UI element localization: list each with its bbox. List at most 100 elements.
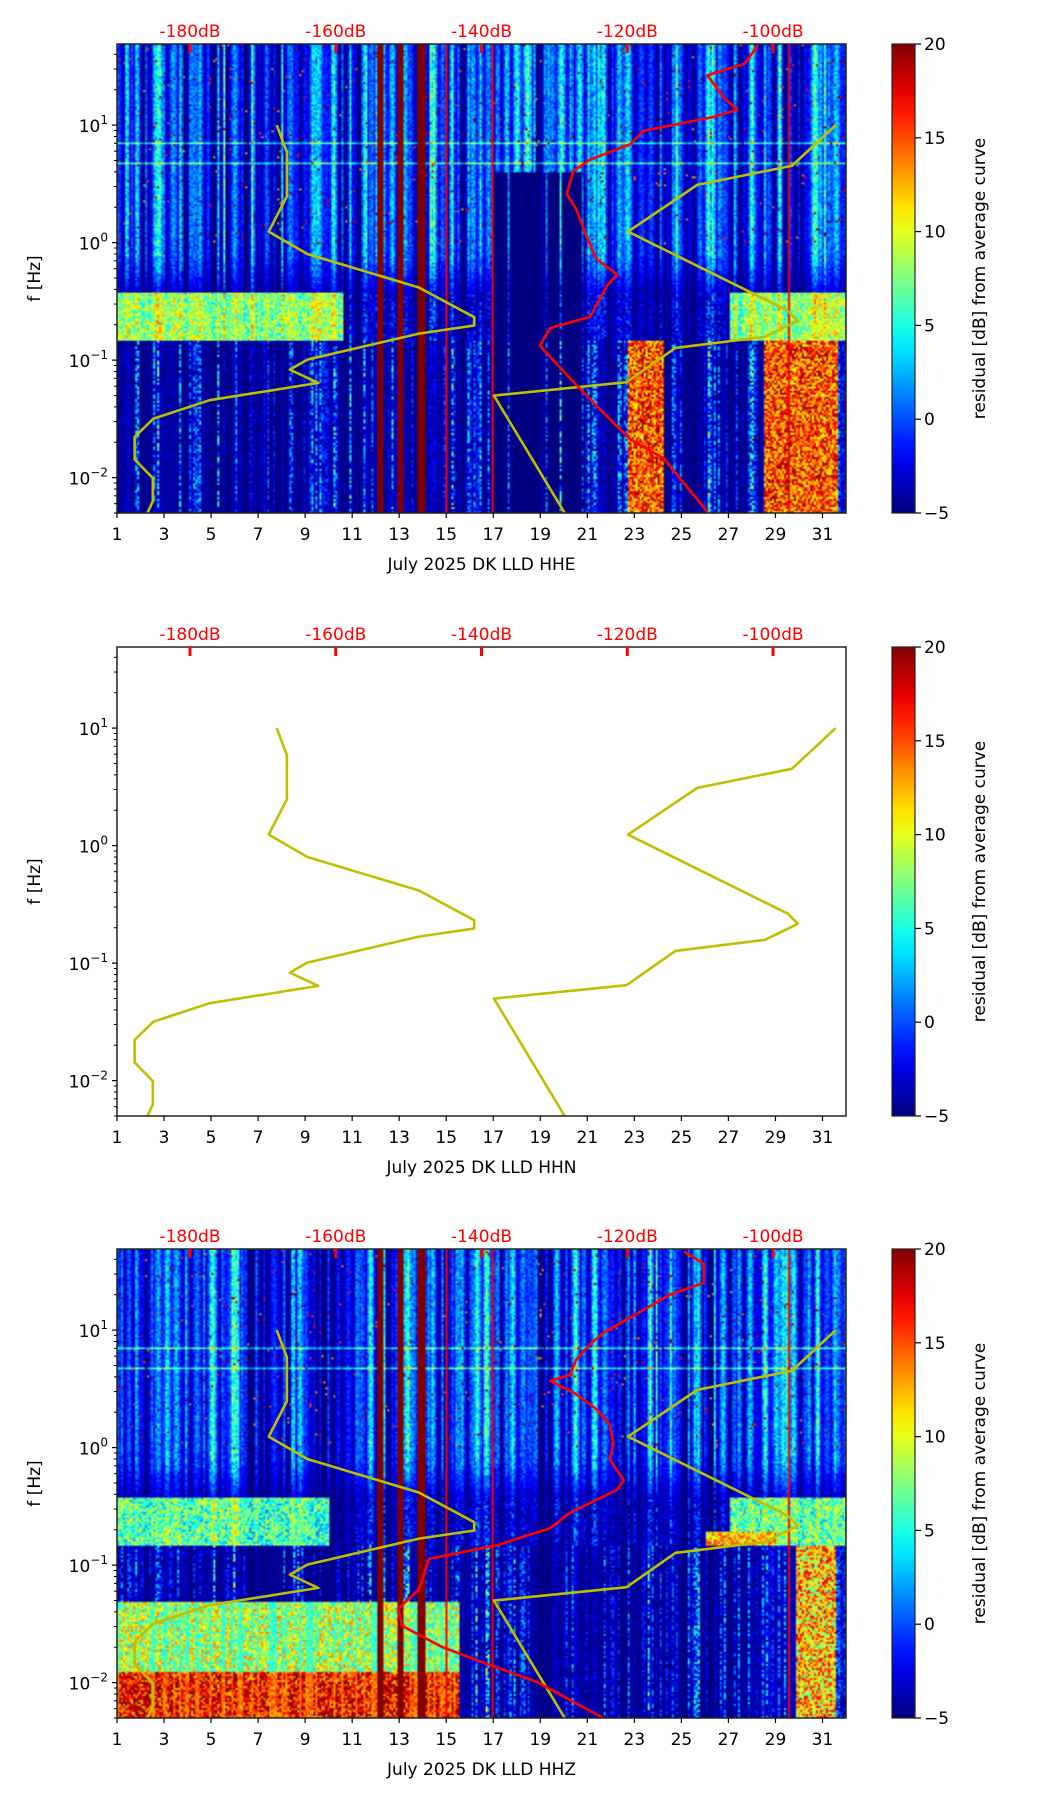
top-db-tick-label: -180dB bbox=[159, 625, 220, 645]
x-tick-label: 5 bbox=[206, 525, 217, 545]
x-tick-label: 11 bbox=[341, 1128, 363, 1148]
colorbar-tick-label: 5 bbox=[924, 919, 935, 939]
x-axis-label: July 2025 DK LLD HHN bbox=[385, 1158, 576, 1178]
x-tick-label: 29 bbox=[765, 1730, 787, 1750]
colorbar-tick-label: −5 bbox=[924, 504, 949, 524]
panel-hhe: 1 3 5 7 9 11 13 15 17 19 21 23 25 27 29 31 101 100 10−1 10−… bbox=[0, 0, 1052, 602]
y-tick-label: 10−1 bbox=[69, 951, 108, 975]
colorbar bbox=[891, 1248, 916, 1719]
x-tick-label: 19 bbox=[529, 1128, 551, 1148]
x-tick-label: 1 bbox=[112, 1128, 123, 1148]
top-db-tick-label: -100dB bbox=[743, 22, 804, 42]
y-tick-label: 101 bbox=[79, 1318, 108, 1342]
colorbar-tick-label: 15 bbox=[924, 129, 946, 149]
colorbar-tick-label: 15 bbox=[924, 1334, 946, 1354]
x-tick-label: 27 bbox=[718, 1128, 740, 1148]
top-db-tick-label: -180dB bbox=[159, 22, 220, 42]
x-tick-label: 21 bbox=[577, 1128, 599, 1148]
top-db-tick-label: -140dB bbox=[451, 22, 512, 42]
top-db-tick-label: -140dB bbox=[451, 1227, 512, 1247]
top-db-tick-label: -120dB bbox=[597, 22, 658, 42]
x-tick-label: 11 bbox=[341, 525, 363, 545]
y-tick-label: 10−1 bbox=[69, 1553, 108, 1577]
plot-area bbox=[133, 727, 837, 1116]
x-tick-label: 7 bbox=[253, 525, 264, 545]
x-tick-label: 9 bbox=[300, 1128, 311, 1148]
colorbar bbox=[891, 43, 916, 514]
x-tick-label: 21 bbox=[577, 1730, 599, 1750]
x-tick-label: 13 bbox=[388, 525, 410, 545]
x-tick-label: 17 bbox=[482, 1128, 504, 1148]
x-tick-label: 27 bbox=[718, 525, 740, 545]
y-axis-label: f [Hz] bbox=[25, 858, 45, 904]
x-tick-label: 3 bbox=[159, 1730, 170, 1750]
colorbar bbox=[891, 646, 916, 1117]
high-noise-model-line bbox=[492, 1329, 837, 1718]
x-tick-label: 3 bbox=[159, 1128, 170, 1148]
x-tick-label: 19 bbox=[529, 1730, 551, 1750]
x-tick-label: 23 bbox=[624, 1730, 646, 1750]
plot-area bbox=[133, 1250, 837, 1718]
axes-frame bbox=[116, 1248, 847, 1719]
x-tick-label: 17 bbox=[482, 525, 504, 545]
x-tick-label: 27 bbox=[718, 1730, 740, 1750]
high-noise-model-line bbox=[492, 124, 837, 513]
x-tick-label: 17 bbox=[482, 1730, 504, 1750]
colorbar-tick-label: 5 bbox=[924, 1521, 935, 1541]
x-tick-label: 15 bbox=[435, 1128, 457, 1148]
colorbar-tick-label: 0 bbox=[924, 1013, 935, 1033]
top-db-tick-label: -100dB bbox=[743, 1227, 804, 1247]
x-tick-label: 1 bbox=[112, 525, 123, 545]
colorbar-tick-label: 0 bbox=[924, 1615, 935, 1635]
colorbar-tick-label: 0 bbox=[924, 410, 935, 430]
low-noise-model-line bbox=[133, 727, 476, 1116]
colorbar-tick-label: 10 bbox=[924, 826, 946, 846]
x-tick-label: 13 bbox=[388, 1730, 410, 1750]
high-noise-model-line bbox=[492, 727, 837, 1116]
low-noise-model-line bbox=[133, 124, 476, 513]
x-tick-label: 29 bbox=[765, 1128, 787, 1148]
colorbar-tick-label: 15 bbox=[924, 732, 946, 752]
x-tick-label: 19 bbox=[529, 525, 551, 545]
y-tick-label: 100 bbox=[79, 231, 108, 255]
top-db-tick-label: -100dB bbox=[743, 625, 804, 645]
x-tick-label: 9 bbox=[300, 525, 311, 545]
panel-hhn: 1 3 5 7 9 11 13 15 17 19 21 23 25 27 29 31 101 100 10−1 10−… bbox=[0, 603, 1052, 1205]
colorbar-tick-label: −5 bbox=[924, 1107, 949, 1127]
x-tick-label: 25 bbox=[671, 1128, 693, 1148]
top-db-tick-label: -180dB bbox=[159, 1227, 220, 1247]
colorbar-tick-label: 10 bbox=[924, 1428, 946, 1448]
y-tick-label: 101 bbox=[79, 716, 108, 740]
x-tick-label: 31 bbox=[812, 1128, 834, 1148]
x-tick-label: 5 bbox=[206, 1730, 217, 1750]
x-tick-label: 31 bbox=[812, 1730, 834, 1750]
x-axis-label: July 2025 DK LLD HHE bbox=[386, 555, 575, 575]
median-psd-line bbox=[397, 1250, 706, 1718]
y-tick-label: 10−2 bbox=[69, 1069, 108, 1093]
x-axis-label: July 2025 DK LLD HHZ bbox=[386, 1760, 576, 1780]
x-tick-label: 25 bbox=[671, 525, 693, 545]
plot-area bbox=[133, 44, 837, 513]
x-tick-label: 25 bbox=[671, 1730, 693, 1750]
y-tick-label: 10−1 bbox=[69, 348, 108, 372]
x-tick-label: 1 bbox=[112, 1730, 123, 1750]
x-tick-label: 5 bbox=[206, 1128, 217, 1148]
x-tick-label: 7 bbox=[253, 1128, 264, 1148]
axes-frame bbox=[116, 646, 847, 1117]
colorbar-label: residual [dB] from average curve bbox=[970, 138, 990, 419]
x-tick-label: 23 bbox=[624, 525, 646, 545]
y-tick-label: 100 bbox=[79, 834, 108, 858]
colorbar-tick-label: 10 bbox=[924, 223, 946, 243]
top-db-tick-label: -160dB bbox=[305, 625, 366, 645]
colorbar-tick-label: 5 bbox=[924, 316, 935, 336]
colorbar-tick-label: −5 bbox=[924, 1709, 949, 1729]
colorbar-tick-label: 20 bbox=[924, 1240, 946, 1260]
y-tick-label: 101 bbox=[79, 113, 108, 137]
x-tick-label: 15 bbox=[435, 1730, 457, 1750]
colorbar-tick-label: 20 bbox=[924, 35, 946, 55]
median-psd-line bbox=[538, 44, 759, 513]
top-db-tick-label: -160dB bbox=[305, 1227, 366, 1247]
top-db-tick-label: -140dB bbox=[451, 625, 512, 645]
y-axis-label: f [Hz] bbox=[25, 255, 45, 301]
